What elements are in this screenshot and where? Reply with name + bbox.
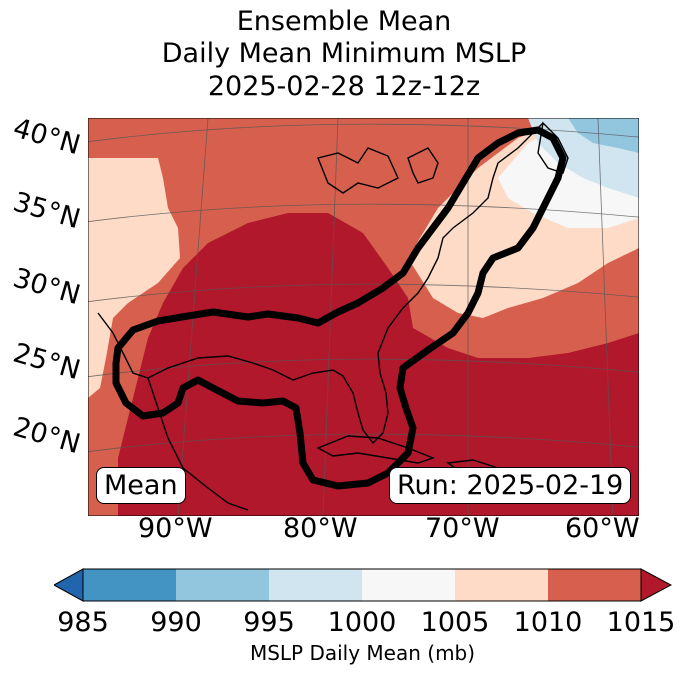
colorbar-over-arrow [640,568,672,602]
lon-label-60: 60°W [565,513,640,544]
colorbar-tick-1000: 1000 [327,607,397,638]
colorbar-bin-1005-1010 [455,569,548,601]
colorbar-tick-1015: 1015 [606,607,676,638]
contour-1015 [112,126,567,490]
colorbar-tick-1005: 1005 [420,607,490,638]
lon-label-70: 70°W [425,513,500,544]
title-line-2: Daily Mean Minimum MSLP [161,38,527,69]
mean-label-box: Mean [96,467,186,504]
colorbar-tick-990: 990 [150,607,202,638]
colorbar-bin-1010-1015 [548,569,641,601]
lat-label-20: 20°N [9,411,84,461]
title-line-3: 2025-02-28 12z-12z [207,71,481,102]
colorbar [54,568,672,602]
colorbar-bin-990-995 [176,569,269,601]
pressure-map [88,118,639,516]
colorbar-tick-995: 995 [243,607,295,638]
run-date-box: Run: 2025-02-19 [389,467,632,504]
colorbar-bin-985-990 [83,569,176,601]
lon-label-90: 90°W [138,513,213,544]
colorbar-label: MSLP Daily Mean (mb) [249,641,476,665]
colorbar-frame [82,568,642,602]
lat-label-25: 25°N [9,337,84,387]
band-1005-1010-west [88,158,180,398]
colorbar-tick-1010: 1010 [513,607,583,638]
colorbar-tick-985: 985 [57,607,109,638]
lat-label-35: 35°N [9,186,84,236]
colorbar-under-arrow [54,568,84,602]
colorbar-bin-995-1000 [269,569,362,601]
colorbar-bin-1000-1005 [362,569,455,601]
band-990-995 [568,118,639,153]
lon-label-80: 80°W [283,513,358,544]
title-line-1: Ensemble Mean [236,6,452,37]
lat-label-30: 30°N [9,262,84,312]
lat-label-40: 40°N [9,112,84,162]
